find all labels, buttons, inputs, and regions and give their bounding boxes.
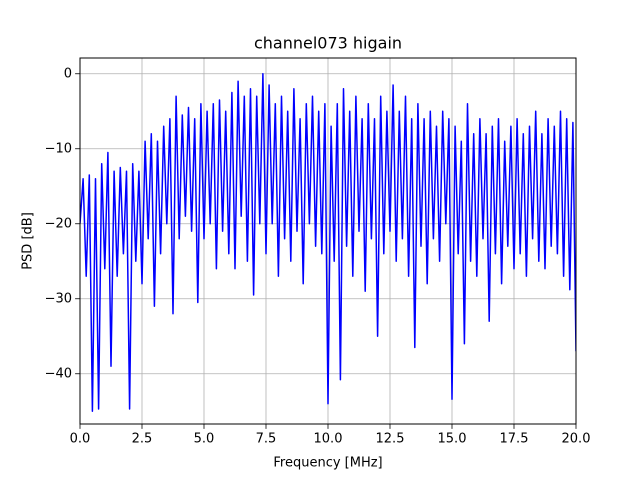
x-tick-label: 15.0: [438, 432, 467, 447]
x-tick-label: 7.5: [256, 432, 277, 447]
chart-title: channel073 higain: [254, 34, 402, 53]
y-tick-label: −30: [45, 291, 72, 306]
x-tick-label: 17.5: [500, 432, 529, 447]
plot-area: [80, 73, 576, 412]
x-tick-label: 12.5: [376, 432, 405, 447]
y-tick-label: −20: [45, 216, 72, 231]
psd-line: [80, 73, 576, 412]
y-tick-label: 0: [64, 66, 72, 81]
x-tick-label: 0.0: [70, 432, 91, 447]
ticks: 0.0 2.5 5.0 7.5 10.0 12.5 15.0 17.5 20.0 −40 −30 −2…: [45, 66, 591, 446]
y-axis-label: PSD [dB]: [21, 212, 36, 270]
x-tick-label: 20.0: [562, 432, 591, 447]
y-tick-label: −40: [45, 366, 72, 381]
y-tick-label: −10: [45, 141, 72, 156]
x-tick-label: 2.5: [132, 432, 153, 447]
x-axis-label: Frequency [MHz]: [273, 456, 382, 471]
x-tick-label: 5.0: [194, 432, 215, 447]
x-tick-label: 10.0: [314, 432, 343, 447]
